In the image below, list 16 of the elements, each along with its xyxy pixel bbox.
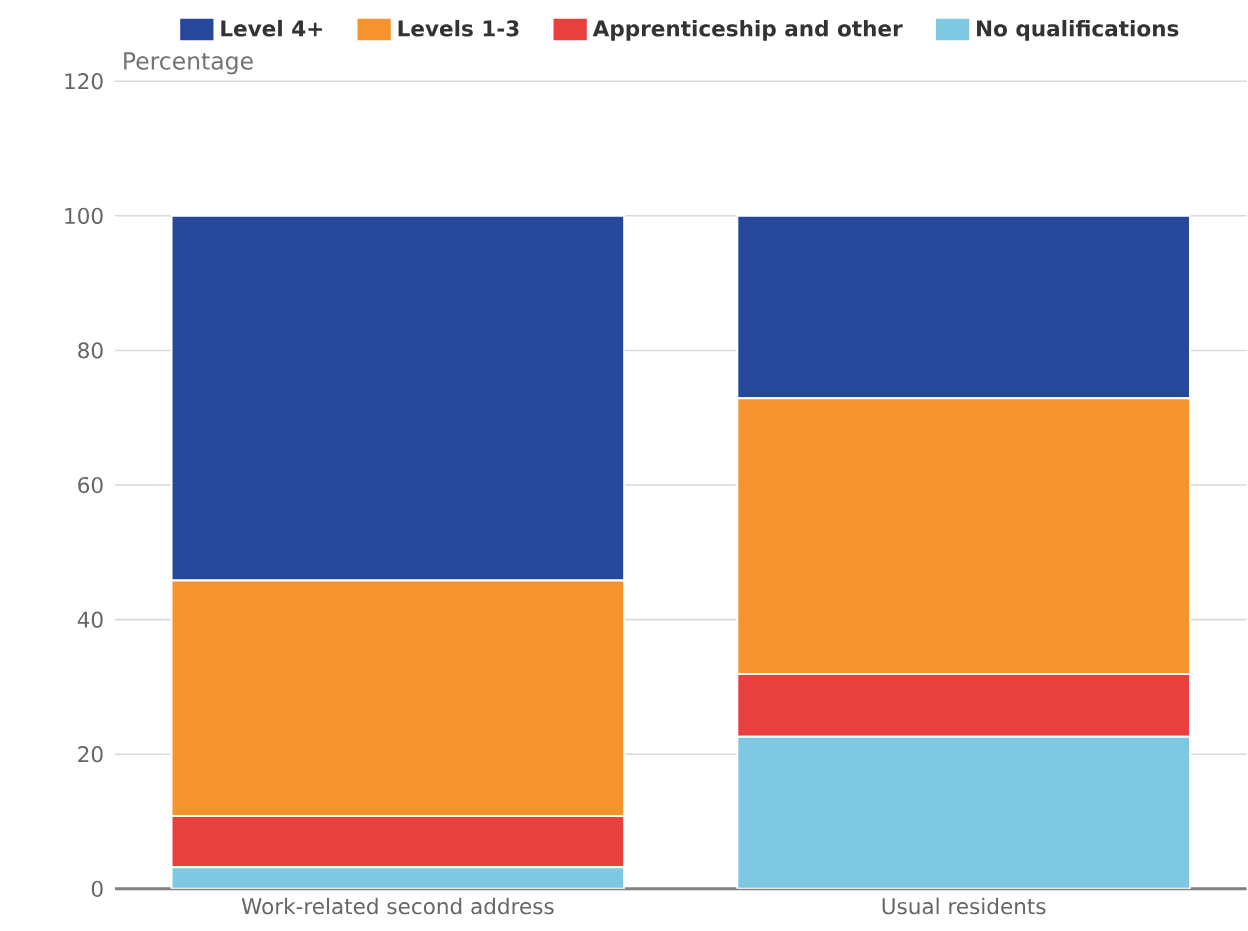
y-axis-title: Percentage (124, 52, 253, 75)
y-tick-label: 120 (65, 73, 103, 90)
legend-label: Levels 1-3 (398, 19, 519, 37)
legend-label: Apprenticeship and other (592, 19, 903, 41)
legend-label: No qualifications (977, 19, 1179, 41)
y-tick-label: 60 (78, 476, 103, 494)
x-tick-label: Usual residents (882, 897, 1046, 915)
y-tick-label: 0 (91, 880, 103, 898)
bar (170, 866, 626, 889)
y-tick-label: 40 (77, 611, 103, 628)
y-tick-label: 100 (65, 207, 103, 225)
x-tick-label: Work-related second address (241, 897, 554, 915)
legend-label: Level 4+ (221, 19, 322, 37)
bar (736, 735, 1191, 889)
y-tick-label: 80 (78, 342, 103, 359)
y-tick-label: 20 (78, 746, 103, 763)
